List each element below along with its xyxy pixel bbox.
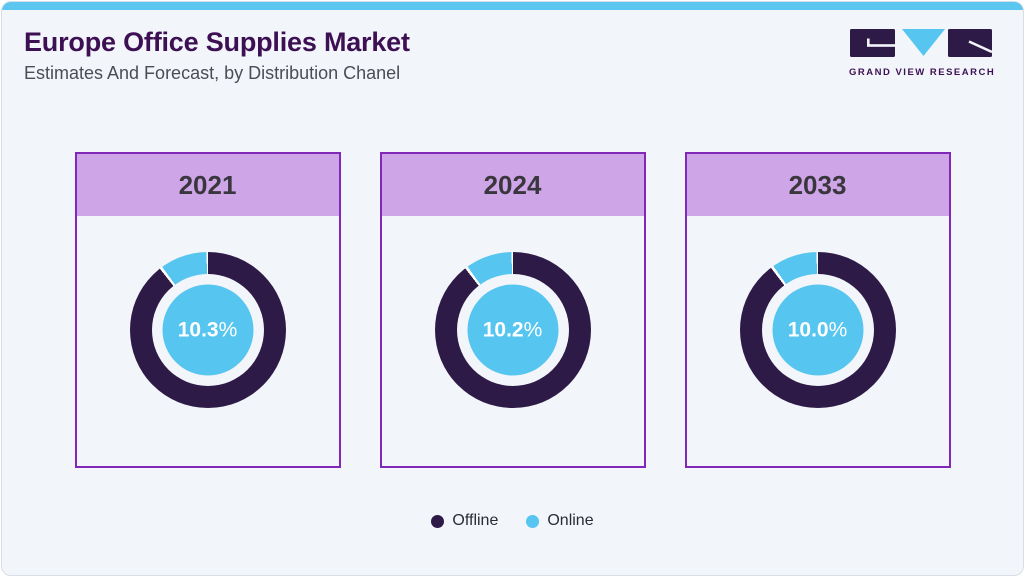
- header-block: Europe Office Supplies Market Estimates …: [24, 28, 410, 84]
- card-header: 2021: [76, 154, 339, 216]
- card-body: 10.3%: [77, 216, 339, 466]
- donut-center: 10.0%: [772, 284, 863, 376]
- online-swatch-icon: [526, 514, 540, 528]
- year-card-2024: 2024 10.2%: [379, 152, 646, 468]
- year-label: 2033: [788, 169, 847, 200]
- card-body: 10.0%: [687, 216, 949, 466]
- gvr-logo-icon: [850, 29, 993, 57]
- percent-sign: %: [218, 318, 238, 341]
- legend-label-online: Online: [547, 512, 594, 529]
- legend-label-offline: Offline: [452, 512, 499, 529]
- online-share-value: 10.3: [177, 318, 219, 341]
- percent-sign: %: [523, 318, 543, 341]
- legend-item-online: Online: [526, 512, 594, 530]
- card-header: 2024: [381, 154, 644, 216]
- donut-chart-2021: 10.3%: [129, 252, 286, 408]
- percent-sign: %: [828, 318, 848, 341]
- donut-chart-2024: 10.2%: [434, 252, 591, 408]
- card-header: 2033: [686, 154, 949, 216]
- top-accent-bar: [2, 2, 1023, 10]
- donut-chart-2033: 10.0%: [739, 252, 896, 408]
- year-cards-row: 2021 10.3% 2024: [2, 152, 1023, 468]
- legend-item-offline: Offline: [431, 512, 498, 530]
- card-body: 10.2%: [382, 216, 644, 466]
- online-share-value: 10.2: [482, 318, 524, 341]
- year-label: 2024: [483, 169, 542, 200]
- donut-center: 10.2%: [467, 284, 558, 376]
- year-card-2033: 2033 10.0%: [684, 152, 951, 468]
- page-subtitle: Estimates And Forecast, by Distribution …: [24, 63, 401, 84]
- year-card-2021: 2021 10.3%: [74, 152, 341, 468]
- donut-center: 10.3%: [162, 284, 253, 376]
- year-label: 2021: [178, 169, 237, 200]
- page-title: Europe Office Supplies Market: [24, 27, 410, 57]
- legend: Offline Online: [2, 512, 1023, 530]
- online-share-value: 10.0: [787, 318, 829, 341]
- logo-text: GRAND VIEW RESEARCH: [849, 67, 996, 78]
- offline-swatch-icon: [431, 514, 445, 528]
- brand-logo: GRAND VIEW RESEARCH: [849, 28, 996, 78]
